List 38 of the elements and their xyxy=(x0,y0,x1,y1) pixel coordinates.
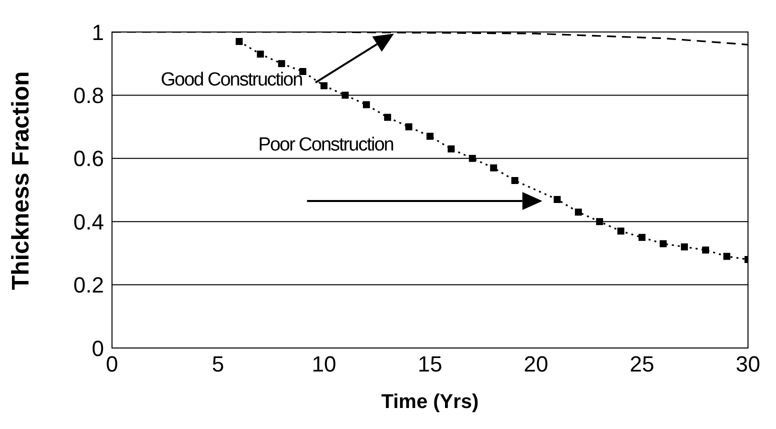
point xyxy=(723,252,730,260)
point xyxy=(426,132,434,140)
point xyxy=(384,114,392,121)
point xyxy=(320,82,328,90)
y-tick-label: 0.4 xyxy=(73,209,104,234)
point xyxy=(405,123,412,130)
y-tick-label: 1 xyxy=(92,20,104,45)
y-axis-title: Thickness Fraction xyxy=(8,71,35,290)
y-tick-label: 0.8 xyxy=(73,83,104,108)
point xyxy=(596,218,604,226)
point xyxy=(342,92,349,99)
point xyxy=(574,208,582,216)
point xyxy=(362,101,370,108)
point xyxy=(278,60,286,68)
point xyxy=(660,240,667,248)
point xyxy=(554,196,561,203)
point xyxy=(702,246,710,254)
x-tick-label: 15 xyxy=(418,352,442,377)
point xyxy=(638,234,646,241)
x-tick-label: 10 xyxy=(312,352,336,377)
series-label: Good Construction xyxy=(160,70,303,91)
point xyxy=(617,228,624,235)
point xyxy=(490,164,498,172)
point xyxy=(256,50,264,58)
x-tick-label: 30 xyxy=(736,352,760,377)
y-tick-label: 0.6 xyxy=(73,146,104,172)
point xyxy=(448,145,455,152)
point xyxy=(680,243,688,250)
point xyxy=(511,177,518,184)
x-tick-label: 25 xyxy=(630,352,654,377)
point xyxy=(236,38,243,45)
x-tick-label: 20 xyxy=(524,352,548,377)
x-tick-label: 5 xyxy=(212,352,224,377)
y-tick-label: 0.2 xyxy=(73,272,104,298)
point xyxy=(468,154,476,162)
series-label: Poor Construction xyxy=(258,134,394,156)
x-axis-title: Time (Yrs) xyxy=(381,391,479,413)
y-tick-label: 0 xyxy=(92,336,104,361)
